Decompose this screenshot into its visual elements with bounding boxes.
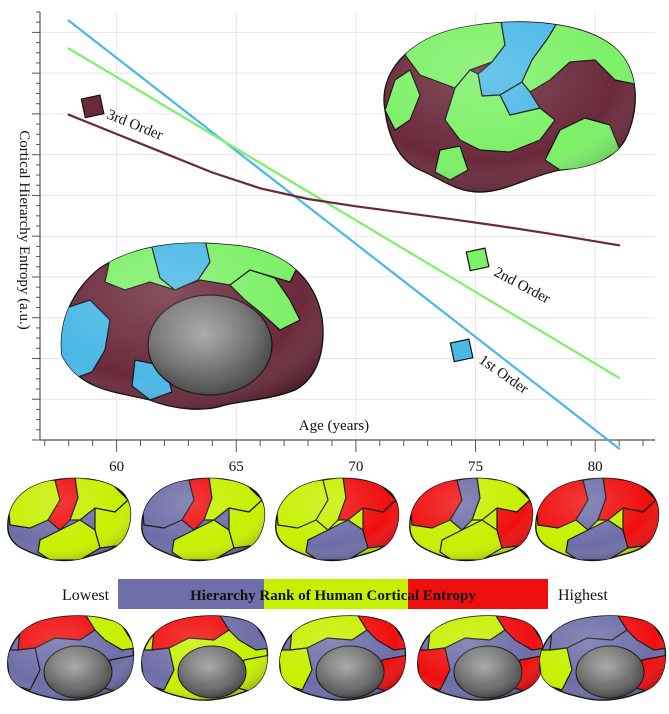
rank-legend: Lowest Hierarchy Rank of Human Cortical … (62, 579, 608, 609)
legend-high-label: Highest (558, 587, 608, 604)
lateral-brain-4 (409, 477, 534, 562)
lateral-brain-1 (7, 477, 132, 562)
x-tick-label: 60 (109, 459, 124, 475)
series-label-2nd: 2nd Order (465, 247, 553, 307)
series-text-2nd: 2nd Order (491, 264, 553, 307)
series-line-2 (67, 47, 621, 379)
medial-brain-1 (7, 615, 135, 701)
legend-swatch-mid (264, 579, 408, 609)
series-swatch-3rd (80, 94, 105, 119)
lateral-brain-row (7, 477, 660, 562)
series-swatch-2nd (465, 247, 490, 272)
series-text-3rd: 3rd Order (105, 107, 165, 144)
brain-medial-large (60, 242, 324, 410)
medial-brain-row (7, 615, 667, 701)
legend-title: Hierarchy Rank of Human Cortical Entropy (190, 588, 476, 604)
series-swatch-1st (449, 338, 474, 363)
y-axis-ticks (32, 11, 40, 441)
series-lines (67, 19, 621, 450)
series-line-1 (67, 19, 621, 450)
x-tick-label: 75 (468, 459, 483, 475)
lateral-brain-3 (275, 477, 400, 562)
y-axis-label: Cortical Hierarchy Entropy (a.u.) (16, 130, 32, 330)
lateral-brain-5 (535, 477, 660, 562)
x-axis-ticks: 60 65 70 75 80 (44, 440, 644, 475)
legend-low-label: Lowest (62, 587, 110, 604)
legend-swatch-low (118, 579, 264, 609)
x-tick-label: 70 (348, 459, 363, 475)
axes: 60 65 70 75 80 (32, 11, 655, 475)
medial-brain-3 (279, 615, 407, 701)
x-axis-label: Age (years) (299, 418, 369, 434)
medial-brain-2 (141, 615, 269, 701)
x-tick-label: 65 (229, 459, 244, 475)
lateral-brain-2 (141, 477, 266, 562)
brain-lateral-large (383, 21, 636, 193)
x-tick-label: 80 (588, 459, 603, 475)
medial-brain-5 (539, 615, 667, 701)
series-line-3 (67, 113, 621, 247)
medial-brain-4 (417, 615, 545, 701)
legend-swatch-high (408, 579, 548, 609)
